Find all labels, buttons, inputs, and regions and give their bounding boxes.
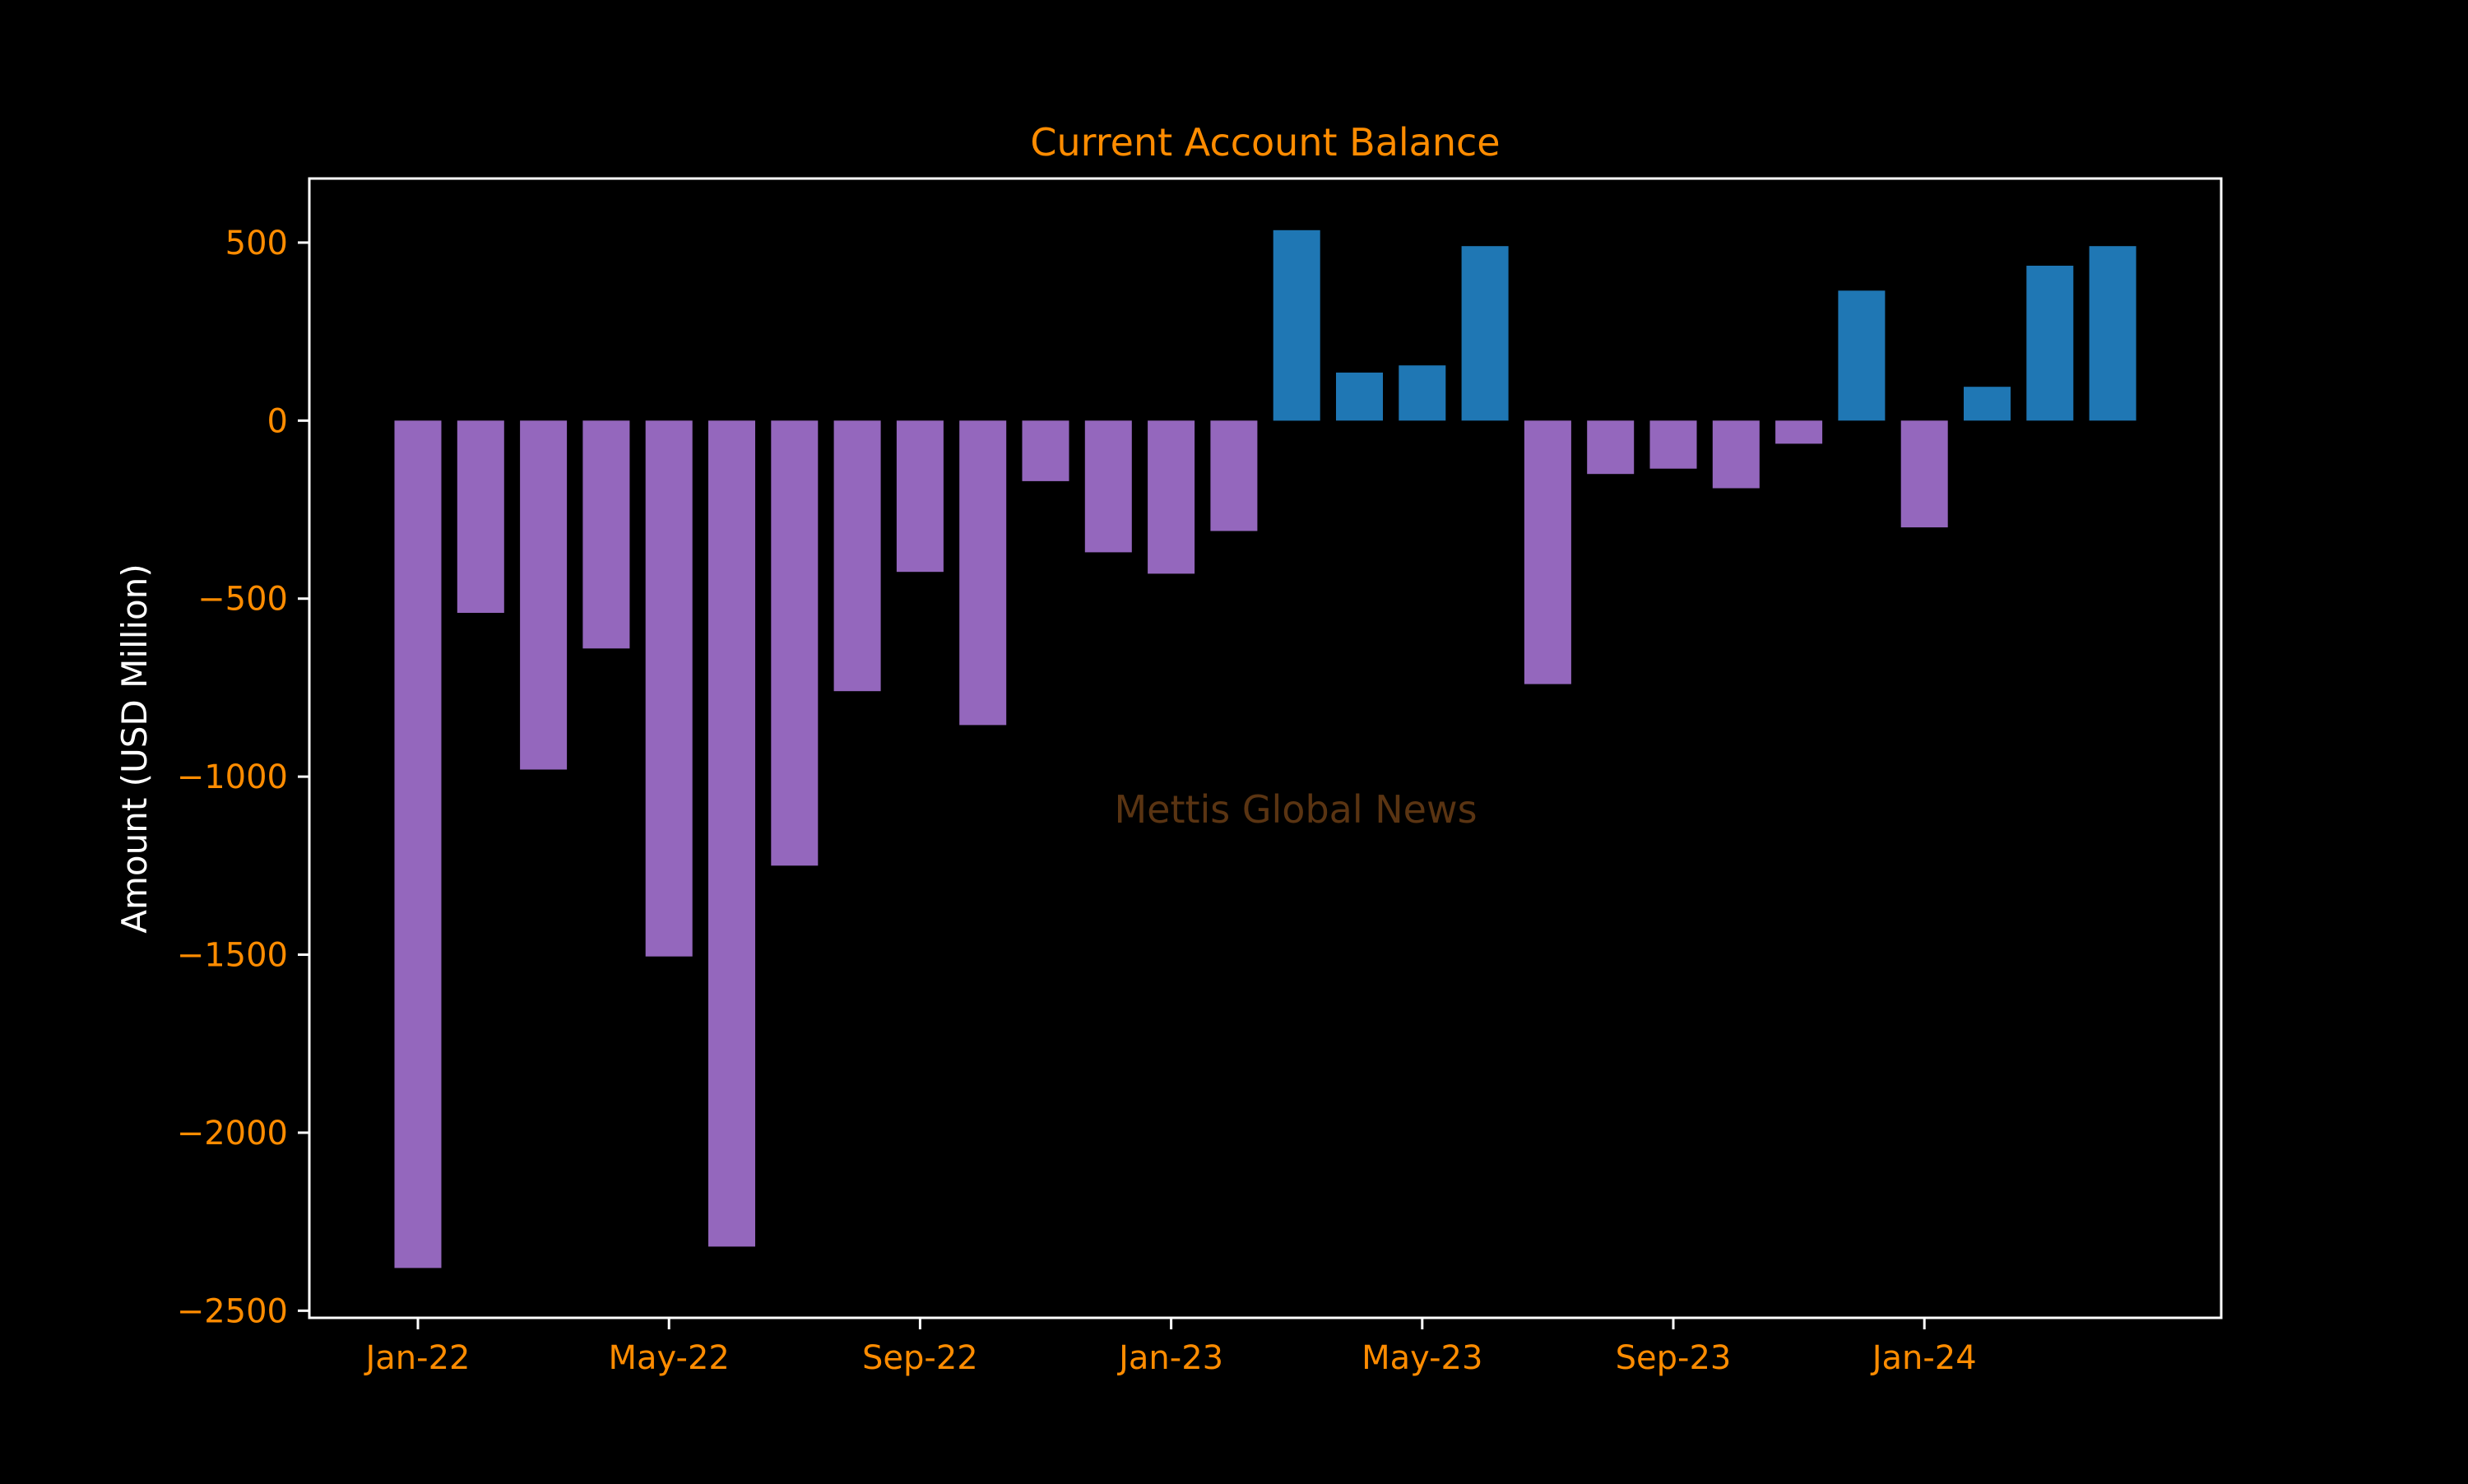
plot-area-frame [308,177,2223,1319]
y-tick-label: −1500 [177,937,288,975]
x-tick-label: Jan-24 [1870,1339,1977,1377]
y-tick-label: 500 [225,225,288,262]
watermark-text: Mettis Global News [1114,787,1477,832]
bar-apr-22 [582,420,630,649]
x-tick-label: Jan-23 [1116,1339,1223,1377]
y-axis-label: Amount (USD Million) [114,563,155,934]
bar-mar-24 [2026,266,2074,421]
y-tick-label: −2000 [177,1115,288,1152]
x-tick-label: Sep-23 [1616,1339,1732,1377]
y-tick-label: −1000 [177,758,288,796]
x-axis: Jan-22 May-22 Sep-22 Jan-23 May-23 Sep-23 Jan-… [364,1318,1977,1377]
y-tick-label: −500 [197,581,288,619]
bar-feb-22 [457,420,504,613]
bar-jun-23 [1461,246,1509,421]
y-axis: 500 0 −500 −1000 −1500 −2000 −2500 [177,225,309,1330]
y-tick-label: −2500 [177,1292,288,1330]
bar-jul-22 [771,420,819,866]
bar-apr-23 [1336,372,1383,421]
bar-oct-23 [1712,420,1760,489]
bar-dec-23 [1838,290,1886,421]
bar-apr-24 [2089,246,2136,421]
bar-nov-23 [1775,420,1823,444]
bar-oct-22 [959,420,1007,726]
bar-jul-23 [1524,420,1571,684]
bar-jan-23 [1148,420,1195,574]
bar-jan-24 [1900,420,1948,528]
bar-aug-22 [833,420,881,692]
bar-sep-22 [896,420,944,573]
bar-feb-24 [1964,387,2011,421]
bar-nov-22 [1022,420,1069,481]
x-tick-label: Jan-22 [364,1339,471,1377]
bar-may-23 [1399,365,1446,421]
bar-sep-23 [1649,420,1697,469]
chart-title: Current Account Balance [1030,120,1500,165]
y-tick-label: 0 [267,402,288,440]
bar-dec-22 [1084,420,1132,553]
x-tick-label: May-22 [609,1339,730,1377]
bar-aug-23 [1587,420,1635,475]
bars-layer [394,230,2136,1268]
bar-mar-23 [1273,230,1320,421]
bar-mar-22 [520,420,568,770]
bar-feb-23 [1210,420,1258,531]
x-tick-label: May-23 [1362,1339,1482,1377]
bar-may-22 [645,420,693,957]
bar-jan-22 [394,420,442,1268]
bar-jun-22 [708,420,755,1247]
x-tick-label: Sep-22 [862,1339,978,1377]
